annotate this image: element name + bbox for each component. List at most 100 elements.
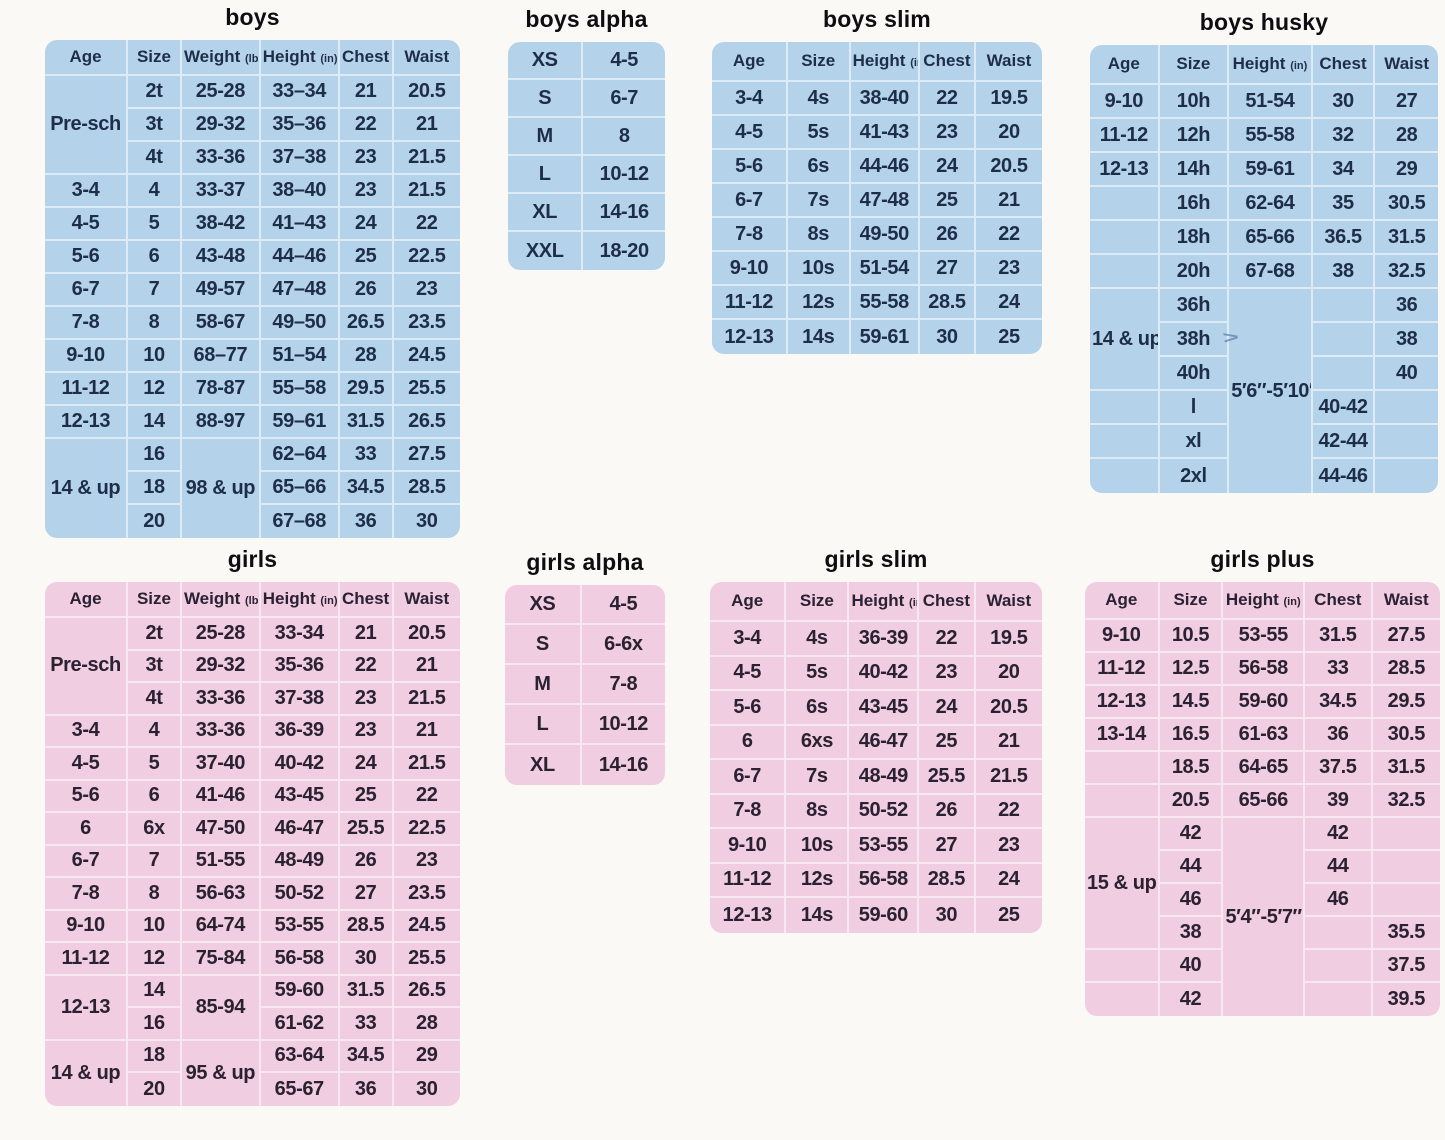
table-cell: M: [508, 118, 584, 156]
table-row: 13-14 16.5 61-63 36 30.5: [1085, 719, 1440, 752]
table-row: L 10-12: [505, 705, 665, 745]
table-cell: [1085, 983, 1160, 1016]
table-cell: 36: [1375, 289, 1438, 323]
table-cell: 53-55: [849, 829, 920, 864]
table-cell: l: [1159, 391, 1230, 425]
table-cell: 21: [393, 651, 460, 683]
table-row: XS 4-5: [508, 42, 665, 80]
table-cell: [1085, 752, 1160, 785]
table-row: 3t 29-32 35-36 22 21: [45, 650, 460, 683]
table-cell: 68–77: [181, 340, 261, 373]
table-cell: 65-66: [1229, 221, 1313, 255]
table-cell: 26: [919, 794, 976, 829]
table-cell: 37-40: [181, 748, 261, 781]
table-cell: 25.5: [339, 813, 394, 846]
column-header: Height (in): [850, 42, 920, 82]
table-cell: 59–61: [260, 406, 340, 439]
table-cell: 36h: [1159, 289, 1230, 323]
table-cell: 4-5: [581, 585, 665, 625]
table-cell: 29-32: [181, 650, 261, 683]
table-cell: 14: [128, 406, 182, 439]
table-cell: 36: [340, 1073, 394, 1106]
table-row: 14 & up 18 95 & up 63-64 34.5 29: [45, 1040, 460, 1106]
table-row: S 6-6x: [505, 625, 665, 665]
table-title-boys-husky: boys husky: [1199, 9, 1329, 35]
table-row: 6 6x 47-50 46-47 25.5 22.5: [45, 813, 460, 846]
table-cell: 26: [339, 274, 394, 307]
table-cell: 55–58: [260, 373, 340, 406]
table-cell: 30: [339, 943, 394, 976]
boys-husky-table: Age Size Height (in) Chest Waist 9-10 10h 51-54…: [1090, 45, 1438, 493]
table-cell: 12s: [787, 286, 851, 320]
table-cell: 11-12: [710, 863, 787, 898]
table-cell: 18h: [1159, 221, 1230, 255]
girls-plus-table: Age Size Height (in) Chest Waist 9-10 10.5 53-5…: [1085, 582, 1440, 1016]
table-cell: [1375, 425, 1438, 459]
table-cell: 4-5: [45, 208, 128, 241]
table-cell: 6: [128, 780, 182, 813]
table-cell: 18: [128, 1040, 182, 1073]
table-cell: 20: [128, 1073, 182, 1106]
column-header: Waist: [393, 582, 460, 618]
table-cell: 22: [975, 218, 1042, 252]
table-cell: xl: [1159, 425, 1230, 459]
table-cell: 19.5: [975, 82, 1042, 116]
table-row: 9-10 10.5 53-55 31.5 27.5: [1085, 620, 1440, 653]
table-cell: 13-14: [1085, 719, 1160, 752]
table-cell: 10-12: [581, 705, 665, 745]
table-cell: 14-16: [583, 194, 665, 232]
table-cell: 5: [128, 748, 182, 781]
table-cell: 35.5: [1372, 917, 1440, 950]
table-cell: 38-40: [850, 82, 920, 116]
table-title-girls-slim: girls slim: [824, 546, 928, 572]
table-cell: 9-10: [1085, 620, 1160, 653]
table-cell: Pre-sch: [45, 76, 128, 175]
table-cell: 6s: [787, 150, 851, 184]
table-cell: 37.5: [1305, 752, 1373, 785]
table-cell: 24.5: [393, 911, 460, 943]
table-cell: 5-6: [45, 780, 128, 813]
table-row: 4-5 5s 40-42 23 20: [710, 656, 1042, 691]
table-cell: 35: [1312, 187, 1376, 221]
table-row: 18.5 64-65 37.5 31.5: [1085, 752, 1440, 785]
table-row: 5-6 6 41-46 43-45 25 22: [45, 780, 460, 813]
table-cell: 7-8: [45, 307, 128, 340]
boys-alpha-table: XS 4-5 S 6-7 M 8 L 10-12 XL 14-16 XXL 18-20: [508, 42, 665, 270]
table-cell: 56-58: [849, 863, 920, 898]
table-cell: 27: [919, 829, 976, 864]
column-header: Height (in): [260, 582, 340, 618]
table-cell: 23: [339, 683, 394, 716]
table-cell: 31.5: [339, 406, 394, 439]
table-row: 14 & up 36h 5′6″-5′10″ 36: [1090, 289, 1438, 493]
table-title-boys: boys: [225, 4, 280, 30]
table-row: 38h 38: [1090, 323, 1438, 357]
table-cell: 6: [45, 813, 128, 846]
table-cell: 5-6: [712, 150, 788, 184]
table-cell: 8: [583, 118, 665, 156]
table-cell: 26.5: [339, 307, 394, 340]
table-cell: 16: [128, 1008, 182, 1041]
table-cell: 14-16: [598, 753, 649, 776]
table-row: 3-4 4 33-37 38–40 23 21.5: [45, 175, 460, 208]
table-cell: 50-52: [849, 794, 920, 829]
table-cell: 5s: [786, 656, 850, 691]
table-cell: 10s: [786, 829, 850, 864]
table-row: 3-4 4s 36-39 22 19.5: [710, 622, 1042, 657]
table-cell: 28.5: [919, 286, 976, 320]
column-header: Height (in): [260, 40, 340, 76]
table-cell: 5′6″-5′10″: [1229, 289, 1313, 493]
table-cell: 4s: [787, 82, 851, 116]
table-cell: 29.5: [339, 373, 394, 406]
table-cell: 7: [128, 845, 182, 878]
table-cell: 12-13: [1090, 153, 1160, 187]
table-cell: 8s: [787, 218, 851, 252]
table-cell: 39.5: [1387, 988, 1426, 1010]
table-cell: 32: [1312, 119, 1376, 153]
column-header: Age: [1085, 582, 1160, 620]
table-cell: 25-28: [181, 76, 261, 109]
table-cell: 10-12: [583, 156, 665, 194]
table-cell: 4t: [128, 683, 182, 716]
table-cell: 6-7: [710, 760, 787, 795]
